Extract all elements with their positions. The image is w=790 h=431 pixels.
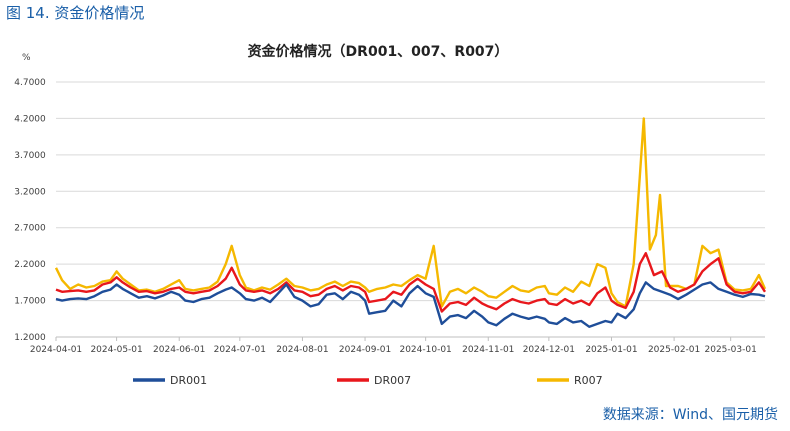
series-line-dr001 (55, 281, 766, 328)
x-tick-label: 2025-01-01 (585, 345, 637, 355)
y-tick-label: 1.7000 (14, 297, 46, 307)
chart-title: 资金价格情况（DR001、007、R007） (248, 43, 509, 60)
x-tick-label: 2024-06-01 (153, 345, 205, 355)
y-tick-label: 1.2000 (14, 333, 46, 343)
legend-label-dr001: DR001 (170, 374, 207, 387)
legend-label-r007: R007 (574, 374, 603, 387)
legend-label-dr007: DR007 (374, 374, 411, 387)
x-tick-label: 2024-10-01 (399, 345, 451, 355)
x-tick-label: 2025-03-01 (705, 345, 757, 355)
y-tick-label: 3.7000 (14, 151, 46, 161)
y-tick-label: 3.2000 (14, 187, 46, 197)
legend: DR001 DR007 R007 (133, 374, 603, 387)
y-tick-label: 4.7000 (14, 78, 46, 88)
x-axis-ticks: 2024-04-01 2024-05-01 2024-06-01 2024-07-01… (30, 336, 765, 355)
y-tick-label: 4.2000 (14, 114, 46, 124)
series-line-r007 (54, 117, 767, 308)
line-chart: 资金价格情况（DR001、007、R007） % 1.2000 1.7000 2.2… (14, 43, 767, 387)
y-tick-label: 2.2000 (14, 260, 46, 270)
x-tick-label: 2024-05-01 (90, 345, 142, 355)
x-tick-label: 2024-12-01 (523, 345, 575, 355)
x-tick-label: 2024-04-01 (30, 345, 82, 355)
series-lines (54, 117, 767, 328)
x-tick-label: 2024-09-01 (339, 345, 391, 355)
x-tick-label: 2024-08-01 (276, 345, 328, 355)
data-source: 数据来源：Wind、国元期货 (602, 407, 778, 423)
y-axis-unit: % (22, 53, 31, 63)
x-tick-label: 2024-07-01 (214, 345, 266, 355)
figure-title: 图 14. 资金价格情况 (6, 4, 145, 22)
x-tick-label: 2024-11-01 (462, 345, 514, 355)
x-tick-label: 2025-02-01 (648, 345, 700, 355)
series-line-dr007 (55, 252, 767, 313)
y-axis-ticks: 1.2000 1.7000 2.2000 2.7000 3.2000 3.7000 4.20… (14, 78, 46, 343)
y-tick-label: 2.7000 (14, 224, 46, 234)
